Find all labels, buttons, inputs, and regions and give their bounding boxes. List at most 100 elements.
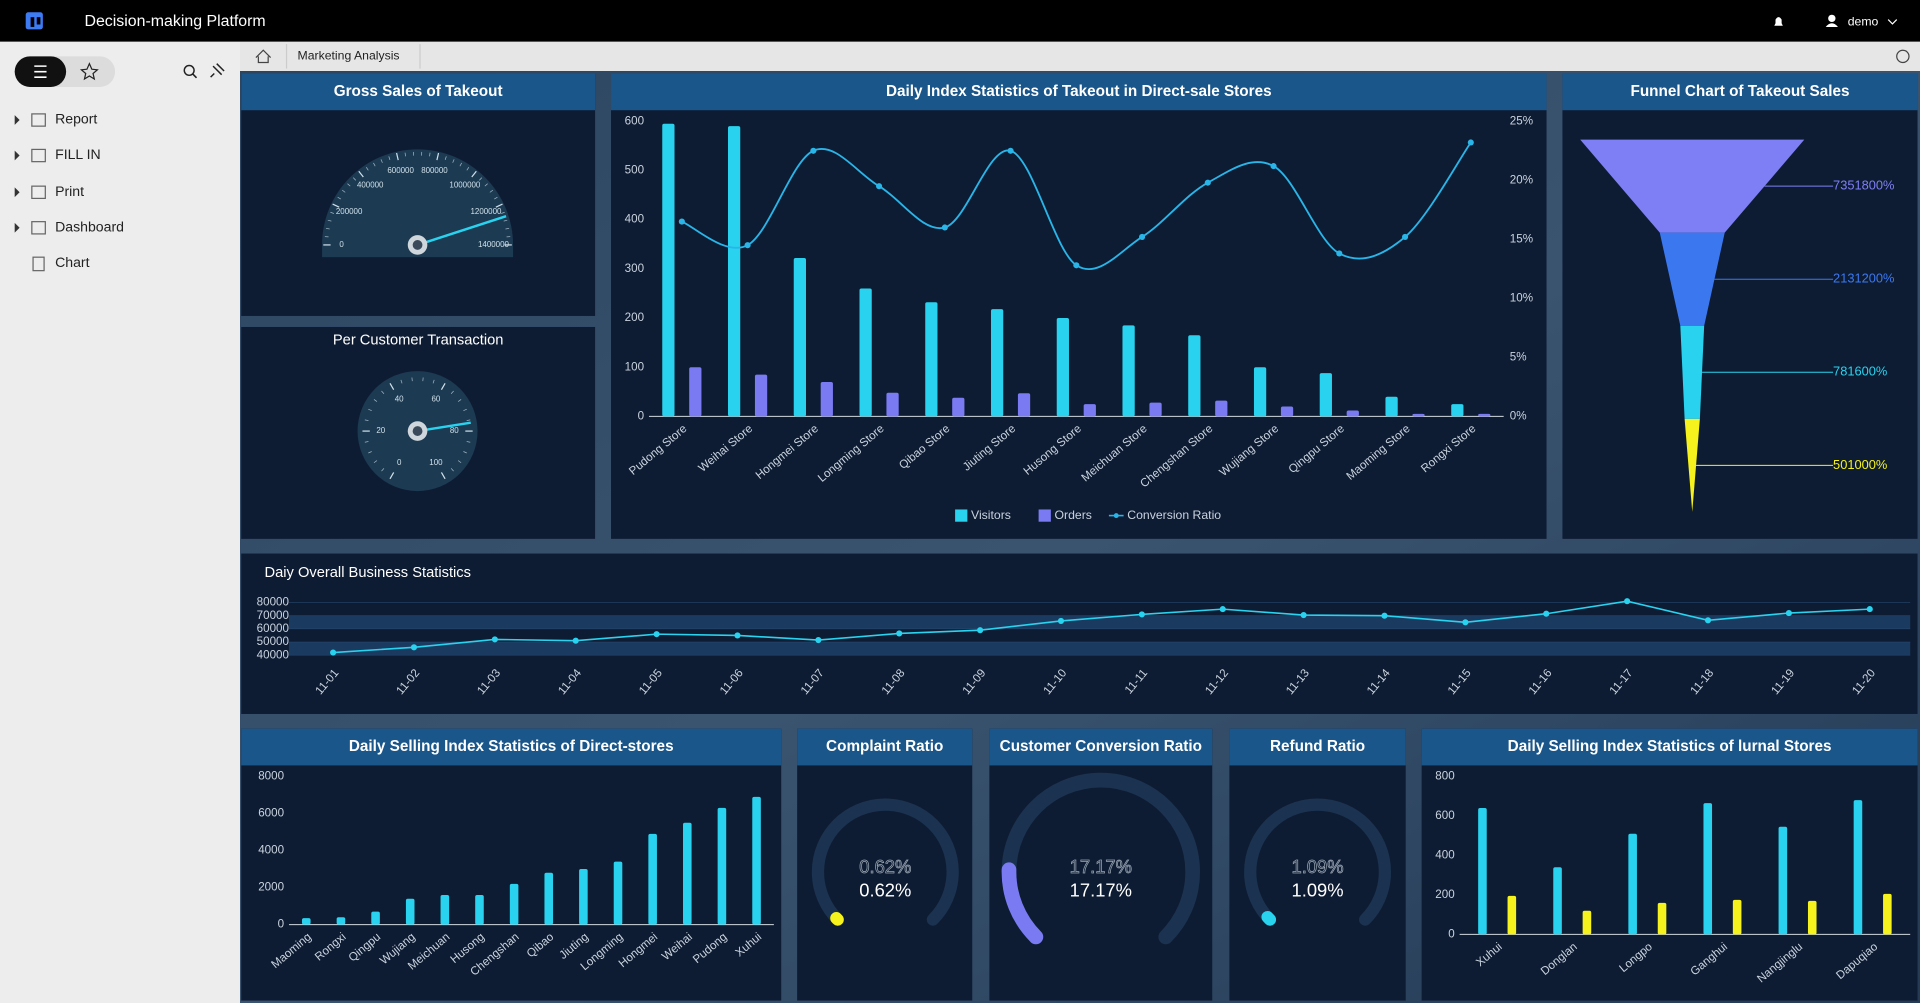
y-tick-label: 0 — [638, 409, 645, 422]
minor-tick — [503, 219, 508, 222]
funnel-segment — [1680, 325, 1705, 419]
progress-value: 1.09% — [1292, 879, 1344, 900]
funnel-label: 501000% — [1833, 457, 1887, 472]
bar — [613, 861, 623, 925]
minor-tick — [381, 468, 385, 472]
bar — [648, 833, 657, 925]
panel-header — [989, 728, 1213, 766]
gauge-needle — [417, 215, 507, 247]
bar — [1478, 413, 1491, 417]
y-tick-label: 500 — [625, 164, 645, 177]
bar — [683, 822, 692, 925]
y2-tick-label: 5% — [1510, 350, 1527, 363]
y-tick-label: 200 — [625, 311, 645, 324]
line-point — [1300, 611, 1307, 619]
minor-tick — [347, 183, 351, 187]
grid-band — [288, 615, 1911, 629]
nav-item[interactable]: Report — [55, 111, 97, 127]
expand-arrow[interactable] — [14, 222, 20, 233]
legend-swatch — [1038, 509, 1051, 522]
bar — [371, 911, 380, 925]
progress-arc — [830, 912, 844, 926]
y-tick-label: 6000 — [258, 807, 284, 820]
gauge-tick-label: 800000 — [421, 166, 448, 175]
minor-tick — [457, 399, 462, 402]
minor-tick — [432, 379, 435, 384]
minor-tick — [459, 162, 462, 167]
user-icon-body — [1825, 23, 1838, 27]
pin-button[interactable] — [210, 63, 225, 78]
search-button[interactable] — [183, 64, 195, 77]
nav-item[interactable]: Chart — [55, 254, 90, 270]
line-point — [653, 631, 660, 638]
favorites-button[interactable] — [79, 62, 99, 81]
panel — [1229, 728, 1406, 1001]
progress-value-shadow: 17.17% — [1070, 856, 1132, 877]
gauge-tick-label: 400000 — [357, 181, 384, 190]
bar — [754, 374, 768, 417]
bar — [952, 397, 965, 417]
gauge-tick-label: 100 — [429, 458, 443, 467]
notification-bell[interactable] — [1774, 17, 1783, 26]
sidebar — [0, 41, 240, 1003]
bar — [1056, 318, 1069, 417]
line-point — [1543, 610, 1550, 617]
line-point — [744, 242, 751, 249]
nav-item[interactable]: Print — [55, 183, 84, 199]
expand-arrow[interactable] — [14, 187, 20, 198]
panel — [241, 553, 1918, 714]
bar — [886, 392, 899, 417]
line-point — [896, 630, 903, 637]
gauge-tick — [495, 203, 503, 208]
minor-tick — [463, 451, 467, 454]
home-button[interactable] — [255, 49, 272, 64]
gauge-tick — [395, 152, 399, 161]
bar — [1451, 404, 1464, 417]
funnel-label: 781600% — [1833, 364, 1887, 379]
legend-label[interactable]: Orders — [1055, 508, 1092, 522]
gauge-tick-label: 0 — [339, 240, 344, 249]
minor-tick — [388, 156, 391, 161]
minor-tick — [501, 211, 505, 214]
bar — [1188, 335, 1201, 417]
minor-tick — [466, 441, 471, 443]
line-point — [1462, 619, 1469, 626]
nav-item[interactable]: Dashboard — [55, 219, 124, 235]
line-point — [1785, 610, 1792, 617]
minor-tick — [466, 167, 470, 171]
line-point — [491, 636, 498, 643]
expand-arrow[interactable] — [14, 115, 20, 125]
user-menu-chevron[interactable] — [1887, 19, 1898, 25]
y-tick-label: 8000 — [258, 770, 284, 783]
minor-tick — [444, 156, 447, 161]
minor-tick — [364, 441, 369, 443]
line-point — [678, 218, 685, 225]
legend-label[interactable]: Visitors — [971, 508, 1011, 522]
minor-tick — [365, 167, 369, 171]
panel-header — [1562, 73, 1918, 111]
tab-menu-button[interactable] — [1896, 49, 1910, 64]
y2-tick-label: 10% — [1510, 291, 1533, 304]
list-icon — [34, 65, 47, 78]
expand-arrow[interactable] — [14, 150, 20, 161]
y-tick-label: 800 — [1435, 770, 1455, 783]
minor-tick — [452, 159, 455, 163]
y-tick-label: 60000 — [257, 622, 290, 635]
minor-tick — [400, 379, 403, 384]
nav-item[interactable]: FILL IN — [55, 146, 101, 162]
bar — [1778, 826, 1788, 935]
legend-label[interactable]: Conversion Ratio — [1127, 508, 1221, 522]
minor-tick — [457, 460, 462, 464]
progress-track — [1244, 798, 1392, 926]
panel-title: Complaint Ratio — [826, 738, 943, 755]
tab[interactable]: Marketing Analysis — [298, 49, 400, 63]
grid-band — [288, 642, 1911, 656]
bar — [1478, 808, 1487, 935]
minor-tick — [484, 183, 488, 187]
gauge-tick-label: 20 — [376, 426, 385, 435]
gauge-tick-label: 0 — [397, 458, 402, 467]
user-icon[interactable] — [1828, 14, 1836, 23]
user-name[interactable]: demo — [1848, 14, 1879, 28]
y-tick-label: 0 — [278, 918, 285, 931]
y2-tick-label: 25% — [1510, 114, 1533, 127]
